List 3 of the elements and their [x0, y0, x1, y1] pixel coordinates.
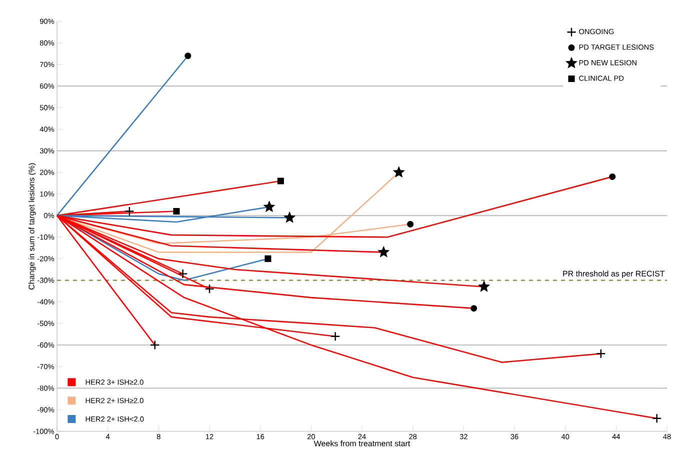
- x-axis-title: Weeks from treatment start: [314, 440, 410, 446]
- ref-line-label: PR threshold as per RECIST: [563, 270, 665, 278]
- y-axis-title: Change in sum of target lesions (%): [28, 163, 36, 290]
